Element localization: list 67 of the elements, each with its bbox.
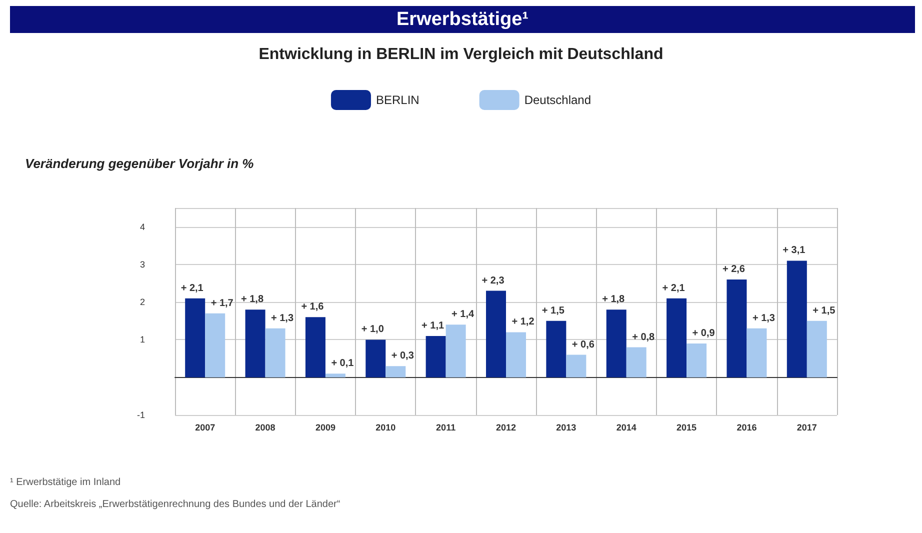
y-axis-title: Veränderung gegenüber Vorjahr in %	[25, 156, 254, 171]
bar	[245, 310, 266, 378]
bar	[606, 310, 626, 378]
bar	[185, 298, 206, 378]
legend-label: BERLIN	[376, 93, 420, 107]
bar	[506, 332, 526, 378]
bar	[806, 320, 827, 378]
data-label: + 0,6	[572, 339, 595, 350]
data-label: + 0,8	[632, 332, 656, 343]
data-label: + 3,1	[782, 245, 806, 256]
legend-label: Deutschland	[524, 93, 592, 107]
bar	[746, 328, 767, 378]
bar	[205, 313, 226, 378]
data-label: + 1,6	[301, 302, 324, 313]
data-label: + 2,1	[662, 282, 686, 294]
x-tick-label: 2010	[376, 422, 396, 432]
data-label: + 2,3	[482, 275, 505, 286]
x-tick-label: 2015	[676, 422, 697, 432]
chart-subtitle: Entwicklung in BERLIN im Vergleich mit Deutschland	[258, 46, 664, 64]
data-label: + 1,4	[452, 309, 475, 320]
bar	[666, 298, 687, 378]
bar	[265, 328, 286, 378]
bar	[426, 336, 446, 378]
data-label: + 1,8	[602, 294, 626, 306]
data-label: + 1,3	[271, 312, 294, 324]
source-note: Quelle: Arbeitskreis „Erwerbstätigenrechnung des Bundes und der Länder“	[10, 498, 340, 512]
data-label: + 1,5	[812, 305, 836, 316]
data-label: + 0,3	[391, 350, 414, 362]
bar	[486, 290, 506, 378]
data-label: + 0,1	[331, 358, 354, 370]
x-tick-label: 2014	[616, 422, 636, 432]
y-tick-label: 3	[140, 259, 145, 270]
data-label: + 1,2	[512, 316, 535, 328]
bar	[366, 340, 386, 378]
bar	[546, 320, 566, 378]
data-label: + 1,7	[210, 298, 234, 309]
data-label: + 2,6	[722, 264, 746, 276]
x-tick-label: 2017	[796, 422, 817, 432]
x-tick-label: 2012	[496, 422, 516, 432]
y-tick-label: 4	[140, 222, 145, 232]
bar	[686, 343, 707, 378]
text: ¹ Erwerbstätige im Inland	[10, 476, 122, 490]
data-label: + 2,1	[180, 282, 204, 294]
data-label: + 0,9	[692, 328, 716, 339]
bar	[325, 374, 346, 378]
data-label: + 1,3	[752, 312, 776, 324]
bar	[786, 260, 807, 378]
chart-title: Erwerbstätige¹	[10, 6, 915, 33]
bar	[726, 280, 747, 378]
x-tick-label: 2013	[556, 422, 576, 432]
data-label: + 1,8	[241, 294, 264, 306]
bar	[626, 347, 646, 378]
bar	[446, 324, 466, 378]
bar	[305, 317, 326, 378]
bar	[566, 354, 586, 378]
x-tick-label: 2008	[255, 422, 276, 432]
y-tick-label: -1	[136, 410, 145, 420]
y-tick-label: 1	[140, 334, 145, 345]
y-tick-label: 2	[140, 297, 145, 308]
data-label: + 1,0	[361, 324, 384, 336]
x-tick-label: 2007	[195, 422, 216, 432]
bar	[386, 366, 406, 378]
data-label: + 1,1	[422, 320, 445, 332]
x-tick-label: 2016	[736, 422, 757, 432]
x-tick-label: 2011	[436, 422, 456, 432]
data-label: + 1,5	[542, 305, 565, 316]
x-tick-label: 2009	[315, 422, 336, 432]
